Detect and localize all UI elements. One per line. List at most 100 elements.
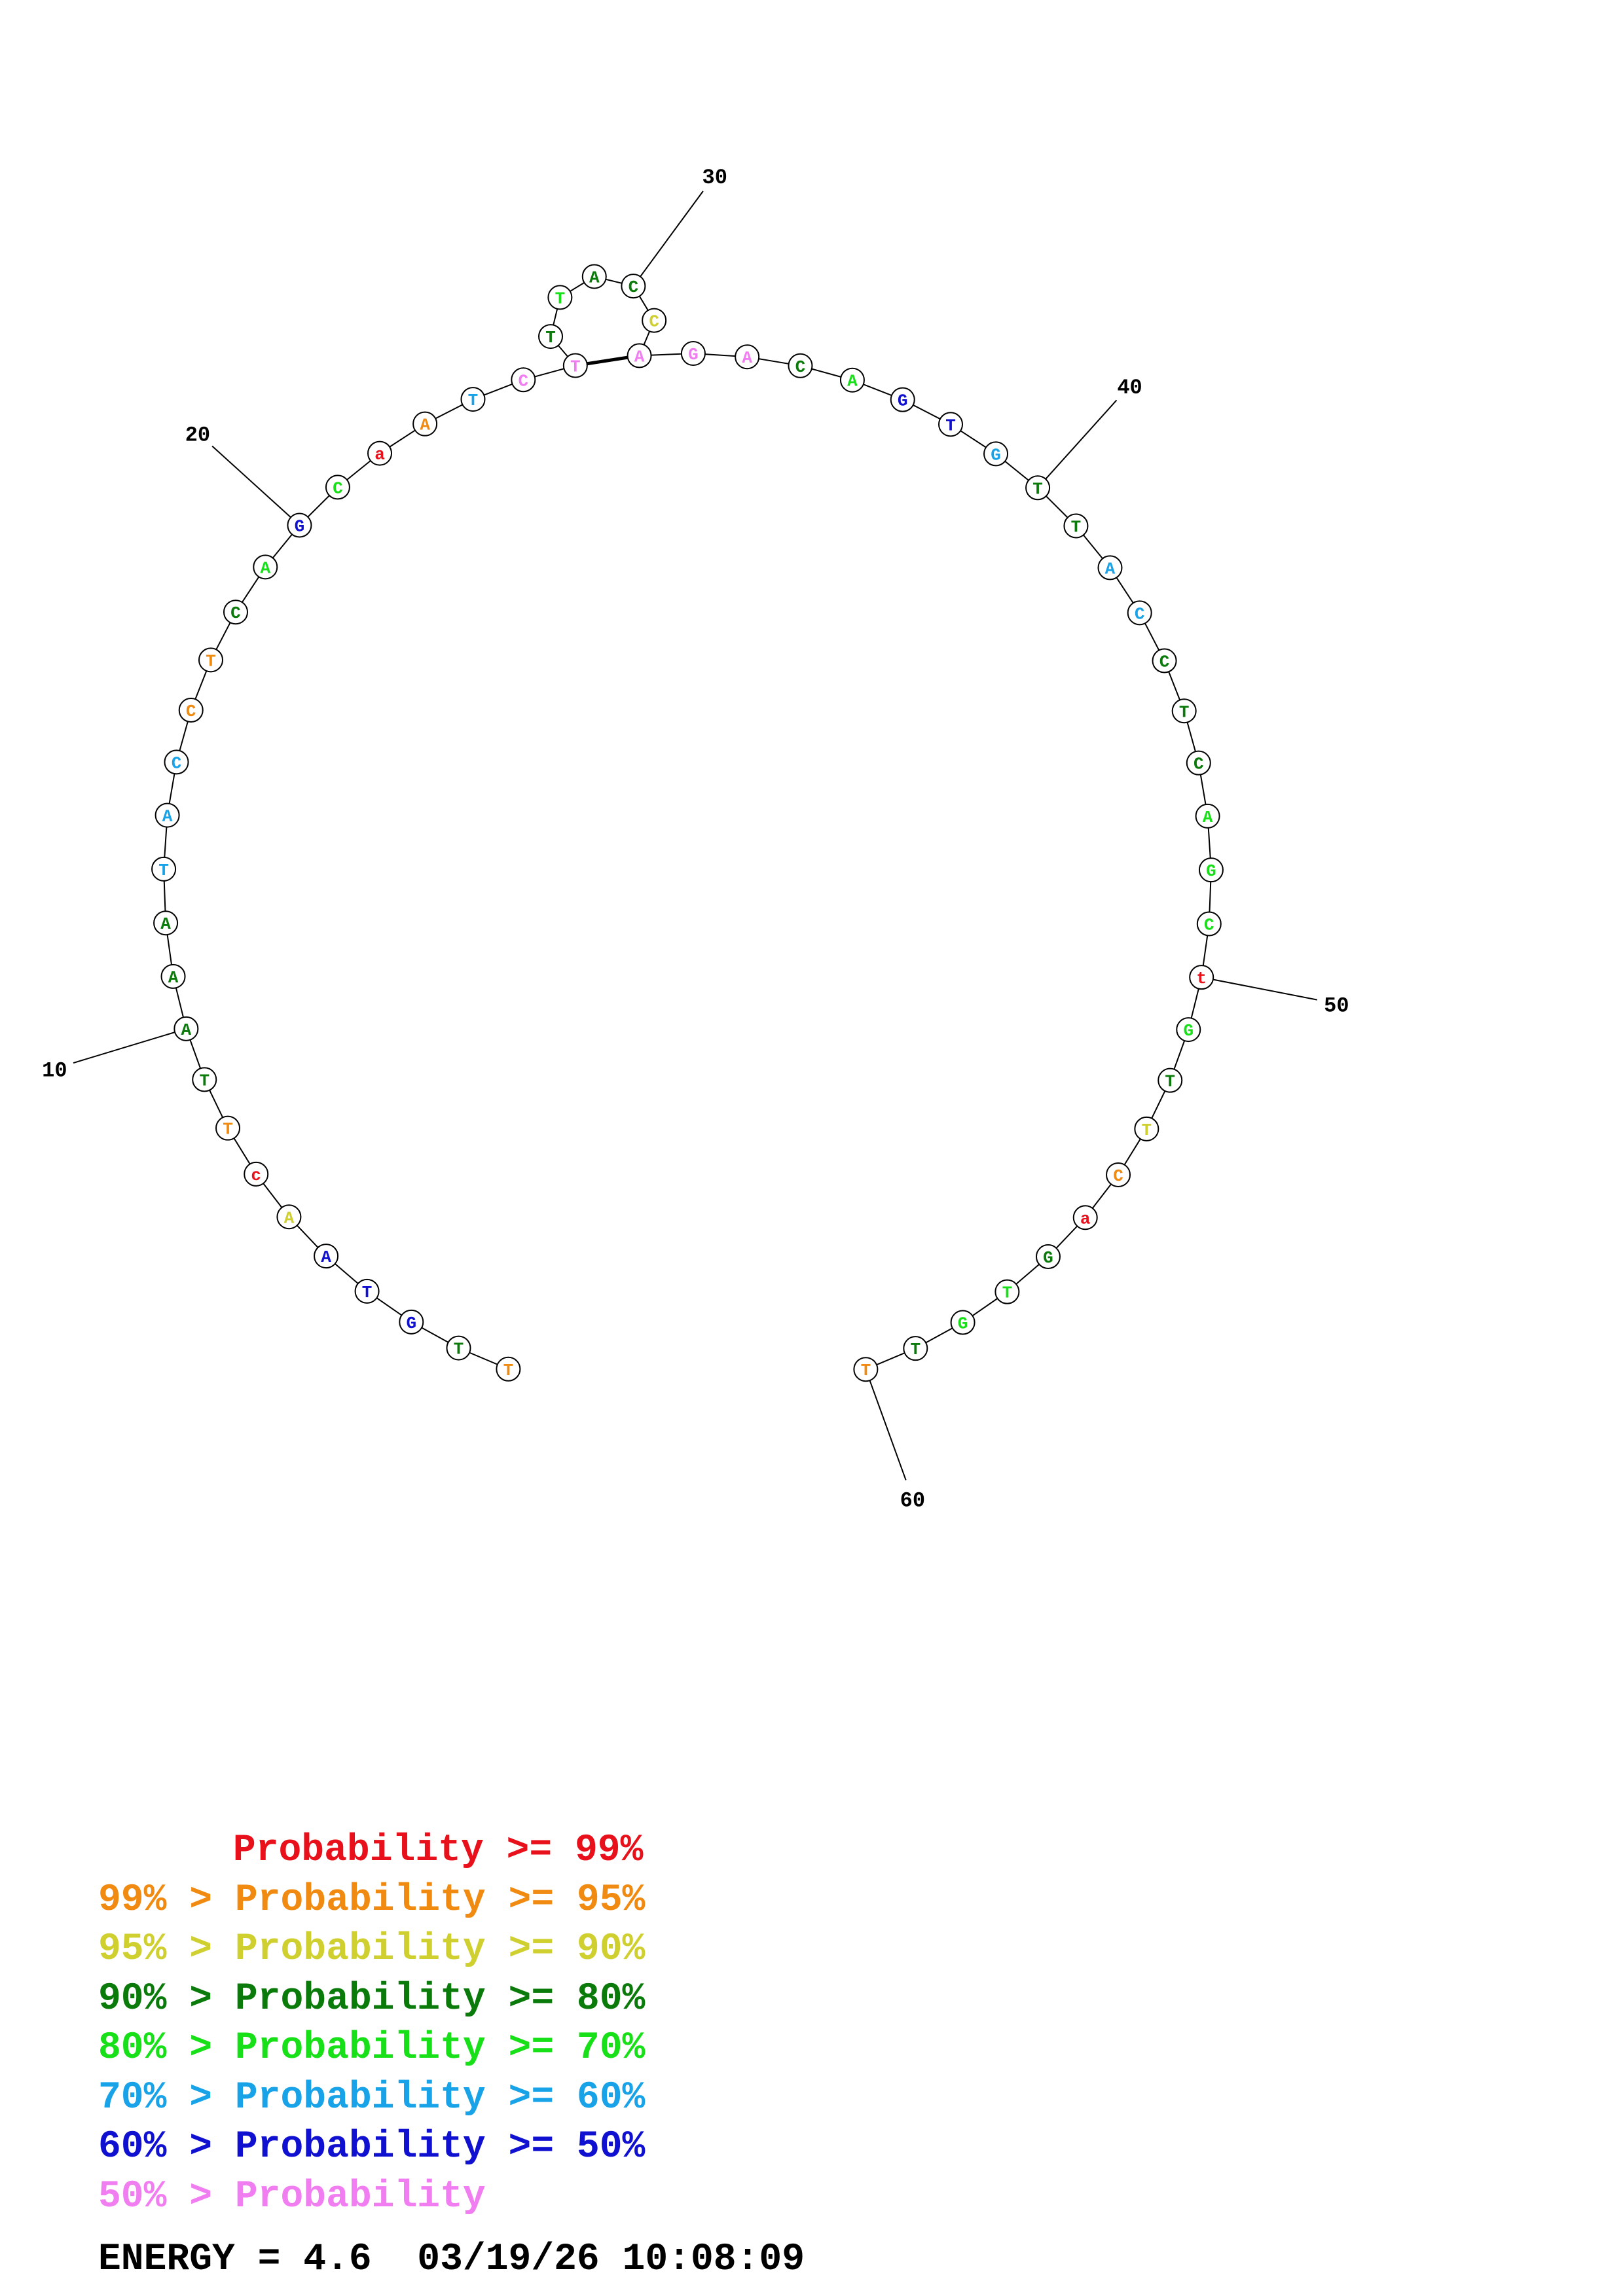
nucleotide: T [151, 856, 177, 882]
nucleotide-circle [399, 1309, 424, 1335]
nucleotide-circle [581, 264, 607, 289]
nucleotide: T [538, 324, 564, 350]
nucleotide-letter: A [162, 807, 173, 827]
index-tick [1201, 977, 1318, 1001]
nucleotide-letter: G [295, 517, 305, 537]
nucleotide-circle [178, 698, 204, 723]
nucleotide-letter: A [420, 416, 430, 435]
nucleotide: A [735, 344, 760, 370]
nucleotide-circle [938, 412, 964, 437]
nucleotide: T [903, 1336, 928, 1361]
nucleotide: C [1152, 648, 1177, 673]
nucleotide-circle [735, 344, 760, 370]
nucleotide-circle [627, 343, 652, 368]
nucleotide-letter: C [186, 702, 196, 721]
nucleotide-letter: A [168, 968, 179, 988]
legend-text: Probability >= 90% [234, 1928, 646, 1971]
nucleotide: C [1106, 1162, 1131, 1187]
legend-prefix: 95% > [98, 1928, 235, 1971]
nucleotide-letter: T [199, 1071, 210, 1090]
nucleotide: T [938, 412, 964, 437]
nucleotide: T [496, 1356, 521, 1382]
legend-row: 99% > Probability >= 95% [98, 1876, 645, 1926]
nucleotide-letter: T [945, 416, 956, 435]
nucleotide: C [223, 600, 248, 625]
index-label: 60 [900, 1489, 925, 1513]
nucleotide-letter: C [1113, 1166, 1123, 1186]
nucleotide: T [1158, 1067, 1183, 1093]
nucleotide: A [276, 1204, 302, 1230]
nucleotide-circle [1134, 1116, 1159, 1141]
index-label: 40 [1117, 376, 1142, 400]
nucleotide: C [1186, 750, 1211, 776]
legend-prefix: 50% > [98, 2175, 235, 2218]
legend-prefix: 99% > [98, 1878, 235, 1922]
nucleotide: a [367, 440, 393, 466]
nucleotide-circle [460, 387, 486, 412]
nucleotide-letter: C [1204, 916, 1214, 935]
nucleotide: A [627, 343, 652, 368]
nucleotide: A [1195, 803, 1220, 829]
nucleotide-circle [192, 1067, 217, 1092]
legend-text: Probability [234, 2175, 486, 2218]
index-tick [1037, 399, 1118, 488]
nucleotide-circle [1097, 555, 1123, 581]
nucleotide-letter: A [321, 1247, 331, 1267]
nucleotide-letter: T [362, 1283, 373, 1302]
nucleotide-letter: A [284, 1208, 295, 1228]
nucleotide-circle [1189, 965, 1214, 990]
index-label: 10 [42, 1059, 67, 1083]
nucleotide-letter: T [1165, 1072, 1175, 1092]
nucleotide: G [680, 341, 706, 367]
nucleotide-circle [511, 367, 536, 393]
nucleotide-letter: C [1159, 653, 1170, 672]
nucleotide-circle [223, 600, 248, 625]
nucleotide: A [153, 910, 179, 936]
nucleotide: T [1134, 1116, 1159, 1141]
nucleotide-letter: C [795, 357, 806, 377]
nucleotide-circle [287, 512, 312, 538]
nucleotide-circle [538, 324, 564, 350]
nucleotide: c [244, 1161, 269, 1187]
nucleotide-letter: G [1206, 861, 1216, 881]
nucleotide: C [642, 308, 667, 333]
nucleotide-circle [950, 1310, 976, 1335]
legend-text: Probability >= 70% [234, 2027, 646, 2070]
nucleotide: C [621, 274, 646, 299]
nucleotide-circle [853, 1357, 879, 1382]
nucleotide-circle [496, 1356, 521, 1382]
nucleotide: G [983, 441, 1009, 467]
nucleotide: A [173, 1016, 199, 1041]
legend-prefix: 60% > [98, 2126, 235, 2168]
nucleotide-letter: G [1183, 1021, 1194, 1041]
nucleotide-letter: C [519, 371, 529, 391]
nucleotide: T [192, 1067, 217, 1092]
nucleotide-letter: T [158, 861, 169, 880]
nucleotide: C [325, 475, 350, 500]
legend-row: 50% > Probability [98, 2172, 645, 2222]
nucleotide: T [446, 1335, 471, 1361]
nucleotide-circle [994, 1279, 1020, 1304]
nucleotide-letter: T [1071, 517, 1082, 537]
nucleotide-circle [160, 963, 186, 989]
nucleotide-letter: a [1080, 1209, 1091, 1229]
nucleotide: C [511, 367, 536, 393]
legend-prefix: 90% > [98, 1977, 235, 2020]
nucleotide-letter: C [1135, 604, 1145, 624]
legend-row: 70% > Probability >= 60% [98, 2073, 645, 2123]
legend-text: Probability >= 99% [232, 1829, 644, 1872]
nucleotide-circle [164, 749, 189, 775]
backbone [163, 276, 1212, 1371]
nucleotide-circle [1127, 600, 1152, 626]
index-tick [865, 1369, 907, 1480]
nucleotide: A [1097, 555, 1123, 581]
nucleotide-circle [1186, 750, 1211, 776]
nucleotide-circle [276, 1204, 302, 1230]
nucleotide-letter: G [688, 345, 699, 365]
nucleotide-letter: A [589, 268, 600, 287]
nucleotide-circle [173, 1016, 199, 1041]
nucleotide-letter: G [991, 445, 1001, 465]
nucleotide-letter: T [555, 289, 566, 308]
nucleotide: A [581, 264, 607, 289]
